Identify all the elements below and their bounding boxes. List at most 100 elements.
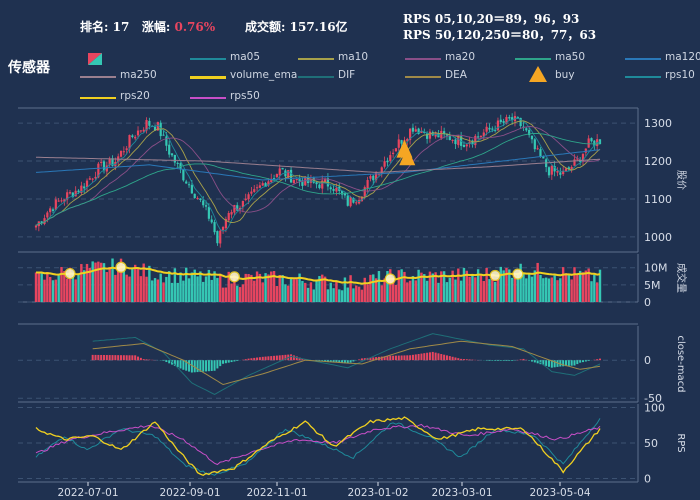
macd-bar <box>281 355 284 361</box>
x-tick-label: 2023-01-02 <box>347 487 408 499</box>
legend-swatch <box>298 76 334 78</box>
volume-bar <box>476 269 480 302</box>
rps10-line <box>35 418 601 476</box>
candle <box>202 196 205 208</box>
volume-bar <box>34 272 38 302</box>
volume-bar <box>397 270 400 302</box>
volume-bar <box>454 279 457 302</box>
volume-bar <box>94 262 97 302</box>
candle-body <box>108 158 111 166</box>
volume-bar <box>340 290 344 302</box>
candle <box>88 176 91 181</box>
x-tick-label: 2022-07-01 <box>57 487 118 499</box>
macd-bar <box>100 354 103 361</box>
candle-body <box>267 181 270 186</box>
candle <box>383 156 386 169</box>
legend-swatch <box>625 58 661 60</box>
legend-label: DIF <box>338 69 356 81</box>
change-value: 0.76% <box>174 20 216 34</box>
macd-bar <box>389 355 392 361</box>
candle <box>545 157 548 173</box>
candle <box>533 138 536 153</box>
legend-label: volume_ema <box>230 69 298 81</box>
volume-bar <box>406 282 409 302</box>
volume-bar <box>97 261 100 302</box>
candle <box>227 210 230 222</box>
candle <box>136 126 140 139</box>
macd-bar <box>426 352 429 361</box>
candle <box>411 123 415 135</box>
volume-bar <box>389 269 392 302</box>
candle-body <box>34 225 38 228</box>
volume-bar <box>459 280 463 302</box>
candle-body <box>318 184 321 189</box>
candle <box>536 145 539 150</box>
macd-bar <box>519 359 522 361</box>
candle <box>83 183 86 194</box>
candle <box>590 137 593 143</box>
macd-bar <box>411 354 414 361</box>
volume-bar <box>287 285 290 302</box>
candle <box>80 181 83 196</box>
macd-bar <box>562 360 565 367</box>
rps20-line <box>35 416 601 477</box>
volume-bar <box>219 273 222 302</box>
volume-bar <box>578 270 582 302</box>
ma05-line <box>35 117 601 232</box>
volume-bar <box>499 266 503 302</box>
ma20-line <box>35 126 601 226</box>
macd-bar <box>321 360 324 362</box>
candle <box>281 167 284 170</box>
volume-bar <box>567 273 571 302</box>
ma120-line <box>35 149 601 181</box>
y-tick-label: -50 <box>644 392 662 405</box>
volume-bar <box>142 263 145 302</box>
candle <box>329 185 332 193</box>
macd-bar <box>530 360 533 362</box>
volume-bar <box>165 276 168 302</box>
volume-bar <box>216 277 219 302</box>
candle-body <box>411 127 415 132</box>
dea-line <box>92 340 601 386</box>
volume-bar <box>488 279 491 302</box>
volume-bar <box>102 263 106 302</box>
candle-body <box>363 187 366 197</box>
macd-bar <box>581 360 584 363</box>
volume-ema-marker <box>384 273 396 285</box>
volume-bar <box>168 271 171 302</box>
macd-bar <box>139 357 142 361</box>
volume-bar <box>363 277 366 302</box>
candle <box>423 128 426 134</box>
candle-body <box>397 139 400 148</box>
volume-bar <box>233 274 236 302</box>
candle <box>193 193 196 199</box>
macd-bar <box>165 360 168 363</box>
volume-ema-marker <box>512 268 524 280</box>
volume-bar <box>550 277 554 302</box>
volume-bar <box>576 273 579 302</box>
macd-bar <box>128 355 131 361</box>
legend-swatch <box>190 97 226 99</box>
volume-bar <box>114 274 117 302</box>
candle-body <box>134 136 137 139</box>
macd-bar <box>216 360 219 369</box>
candle-body <box>533 139 536 150</box>
candle-body <box>71 192 74 198</box>
macd-bar <box>326 360 329 362</box>
x-tick-label: 2022-09-01 <box>159 487 220 499</box>
candle-body <box>77 190 80 193</box>
macd-bar <box>335 360 338 363</box>
candle <box>556 167 559 177</box>
macd-bar <box>205 360 208 372</box>
change-label: 涨幅: <box>141 20 171 34</box>
rank-label: 排名: <box>80 20 109 34</box>
candle <box>547 166 551 178</box>
candle-body <box>352 198 355 203</box>
candle-body <box>131 135 134 138</box>
volume-bar <box>414 280 417 302</box>
volume-bar <box>270 271 273 302</box>
candle <box>102 159 106 174</box>
candle-body <box>360 196 364 202</box>
candle <box>250 186 253 196</box>
candle-body <box>148 120 151 126</box>
